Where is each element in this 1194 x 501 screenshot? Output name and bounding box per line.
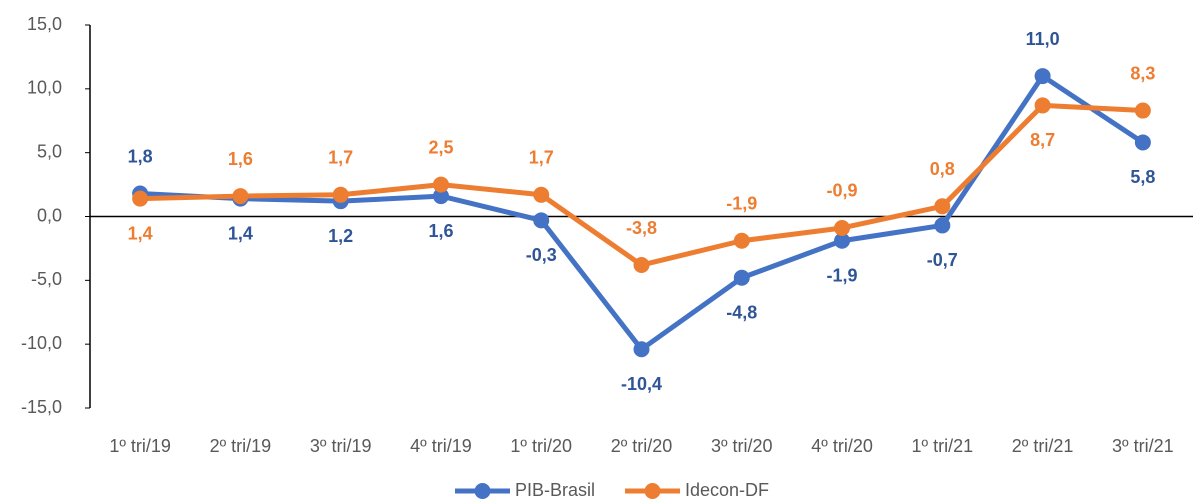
- y-tick-label: 10,0: [27, 78, 62, 98]
- data-label: 5,8: [1130, 167, 1155, 187]
- point: [733, 232, 750, 249]
- x-tick-label: 3º tri/20: [711, 436, 773, 456]
- y-tick-label: 15,0: [27, 14, 62, 34]
- point: [633, 341, 650, 358]
- data-label: 1,4: [228, 223, 253, 243]
- legend-text: PIB-Brasil: [515, 480, 595, 500]
- point: [633, 257, 650, 274]
- point: [432, 188, 449, 205]
- y-tick-label: -15,0: [21, 397, 62, 417]
- data-label: 1,2: [328, 226, 353, 246]
- data-label: -0,9: [827, 181, 858, 201]
- point: [1134, 102, 1151, 119]
- data-label: 8,7: [1030, 130, 1055, 150]
- y-tick-label: 5,0: [37, 141, 62, 161]
- legend-marker: [474, 483, 491, 499]
- data-label: -1,9: [726, 194, 757, 214]
- series-line: [140, 102, 1143, 268]
- data-label: 1,8: [128, 146, 153, 166]
- data-label: -10,4: [621, 374, 662, 394]
- point: [834, 219, 851, 236]
- point: [733, 269, 750, 286]
- x-tick-label: 2º tri/19: [210, 436, 272, 456]
- data-label: -3,8: [626, 218, 657, 238]
- point: [533, 212, 550, 229]
- y-tick-label: 0,0: [37, 205, 62, 225]
- point: [132, 190, 149, 207]
- data-label: 1,6: [228, 149, 253, 169]
- point: [533, 186, 550, 203]
- data-label: 1,7: [328, 148, 353, 168]
- y-tick-label: -10,0: [21, 333, 62, 353]
- x-tick-label: 1º tri/20: [510, 436, 572, 456]
- point: [934, 217, 951, 234]
- x-tick-label: 3º tri/21: [1112, 436, 1174, 456]
- x-tick-label: 4º tri/19: [410, 436, 472, 456]
- point: [1134, 134, 1151, 151]
- point: [232, 188, 249, 205]
- legend-text: Idecon-DF: [685, 480, 769, 500]
- data-label: -1,9: [827, 266, 858, 286]
- x-tick-label: 2º tri/20: [611, 436, 673, 456]
- x-tick-label: 1º tri/19: [109, 436, 171, 456]
- legend-marker: [644, 483, 661, 499]
- data-label: 1,6: [428, 221, 453, 241]
- data-label: -0,3: [526, 245, 557, 265]
- data-label: 11,0: [1026, 29, 1060, 49]
- point: [934, 198, 951, 215]
- point: [332, 186, 349, 203]
- x-tick-label: 3º tri/19: [310, 436, 372, 456]
- point: [432, 176, 449, 193]
- x-tick-label: 2º tri/21: [1012, 436, 1074, 456]
- y-tick-label: -5,0: [31, 269, 62, 289]
- data-label: -4,8: [726, 303, 757, 323]
- x-tick-label: 1º tri/21: [912, 436, 974, 456]
- series-line: [140, 73, 1145, 352]
- data-label: 1,7: [529, 148, 554, 168]
- data-label: 1,4: [128, 223, 153, 243]
- point: [1034, 97, 1051, 114]
- data-label: 8,3: [1130, 63, 1155, 83]
- data-label: 0,8: [930, 159, 955, 179]
- data-label: 2,5: [428, 137, 453, 157]
- point: [834, 232, 851, 249]
- x-tick-label: 4º tri/20: [811, 436, 873, 456]
- data-label: -0,7: [927, 250, 958, 270]
- point: [1034, 68, 1051, 85]
